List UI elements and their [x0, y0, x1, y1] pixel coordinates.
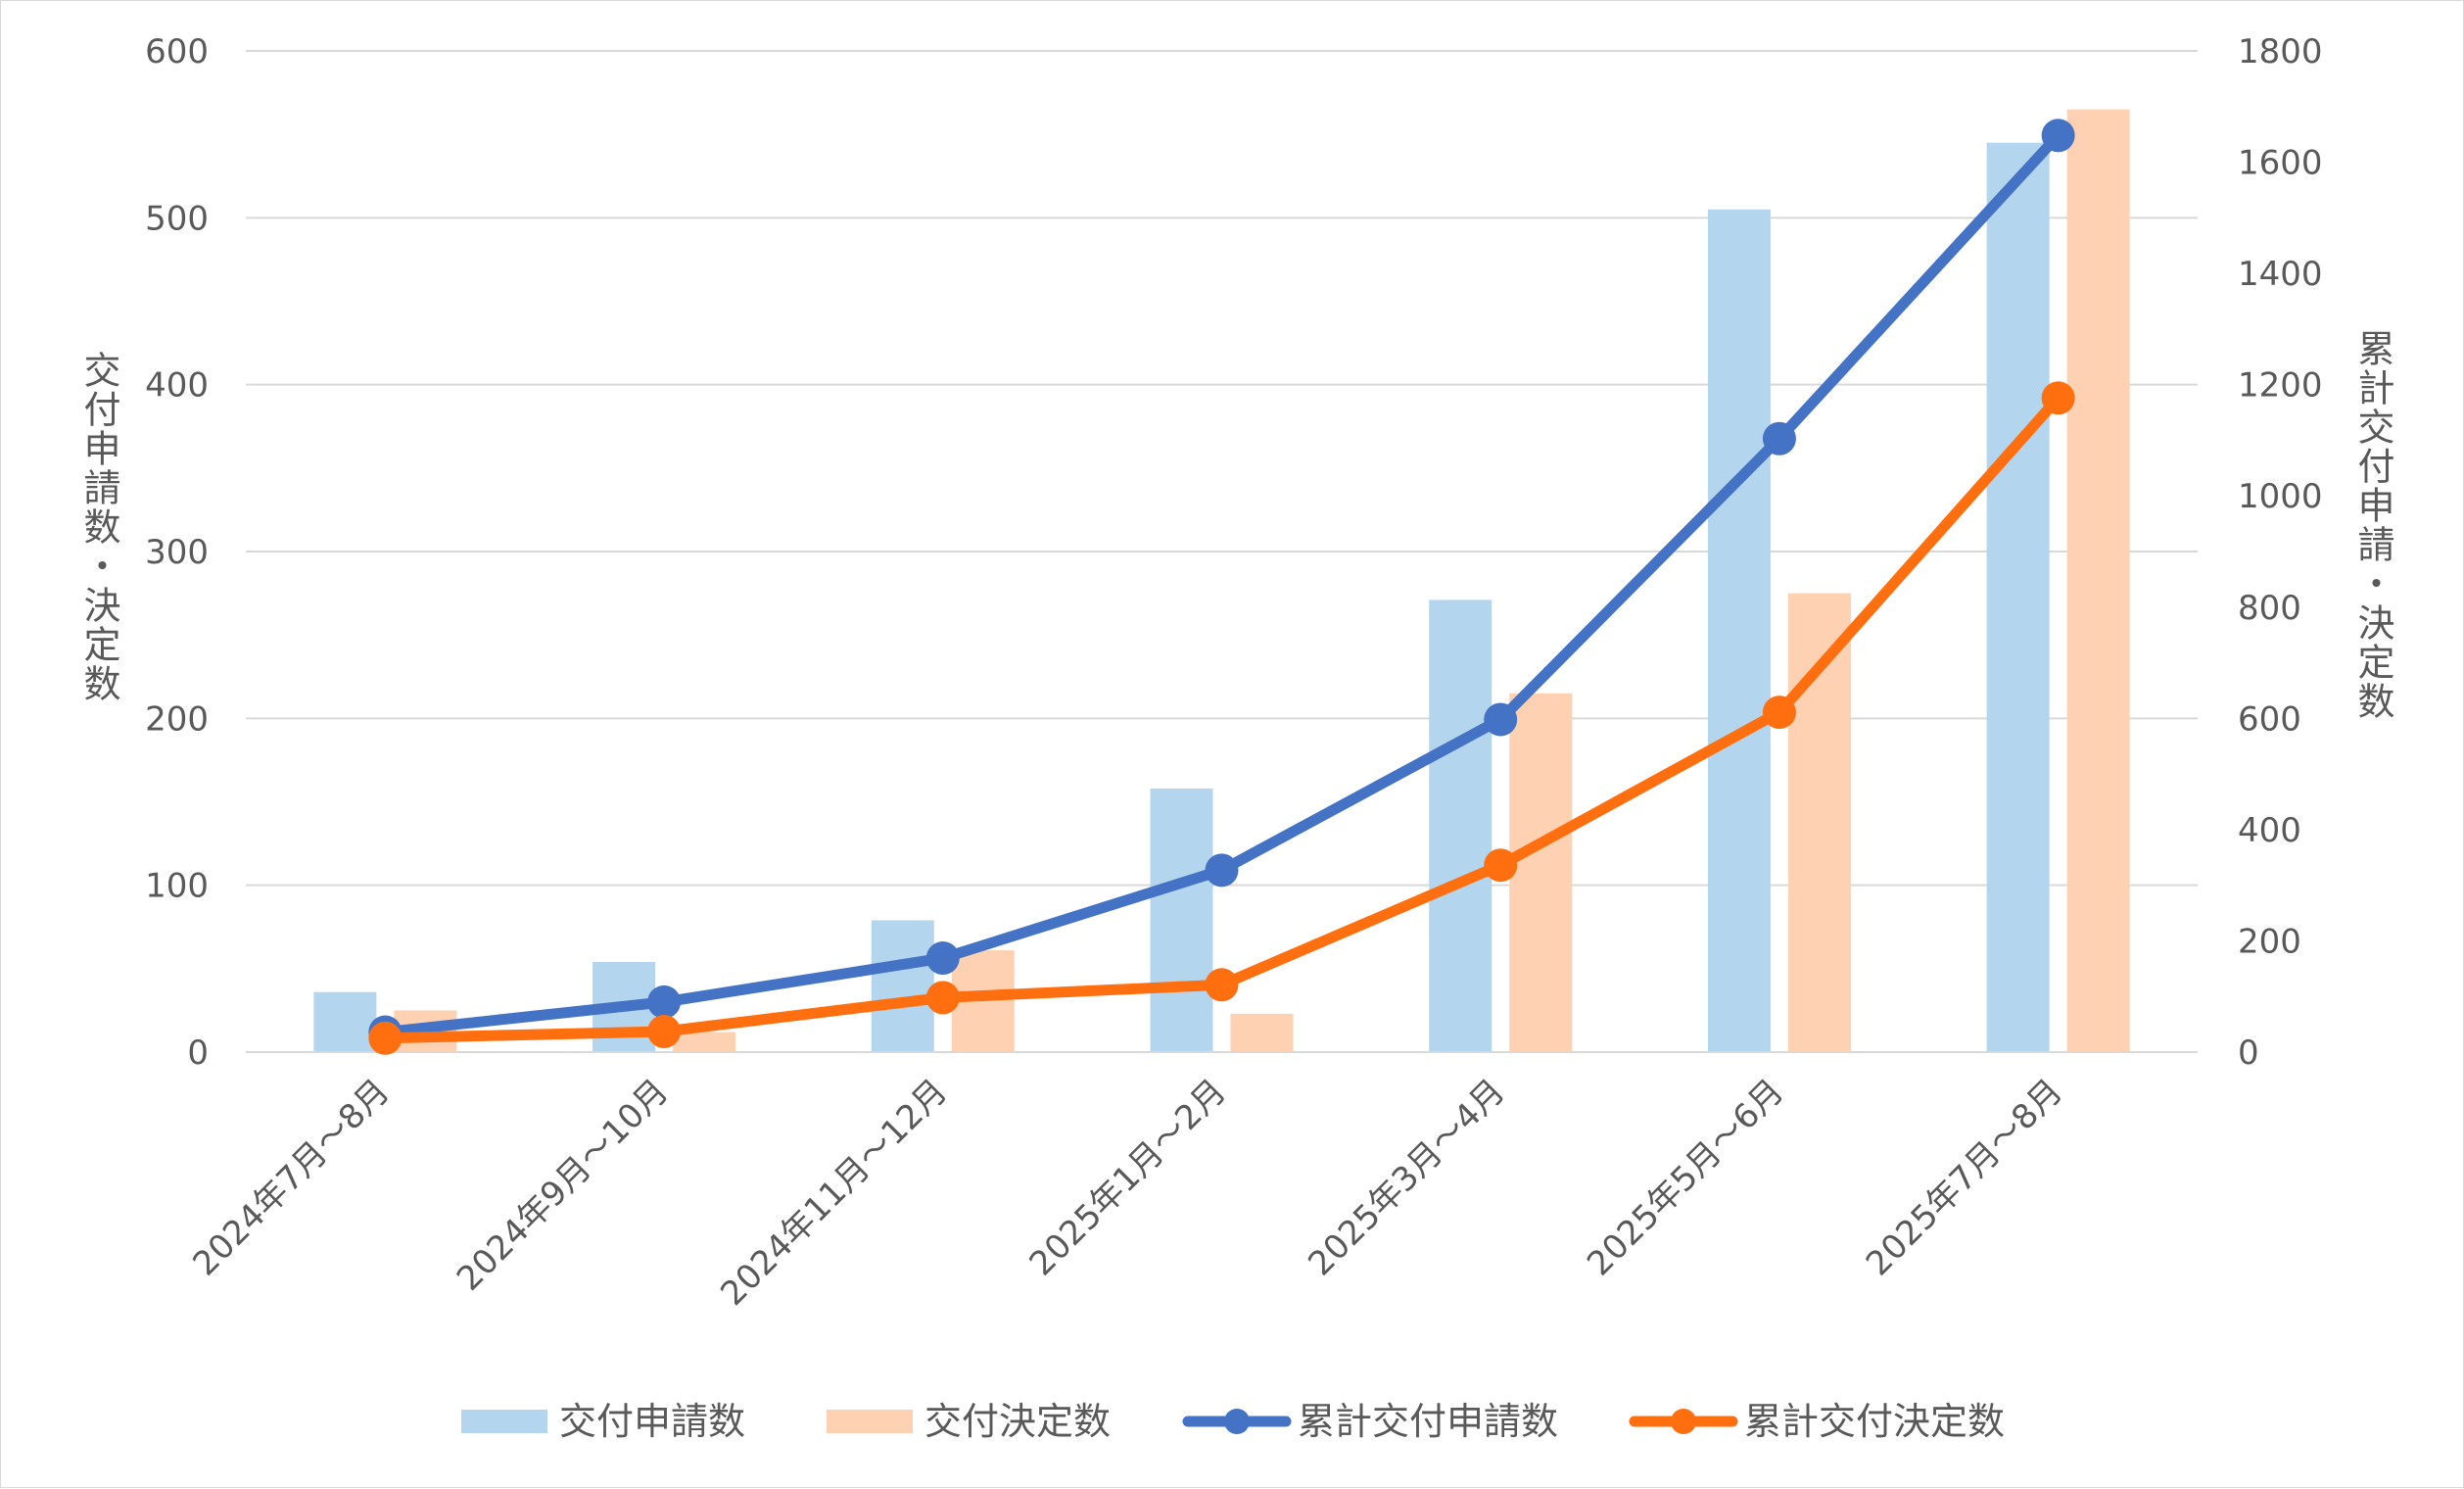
y-right-tick-label: 800 — [2238, 589, 2301, 628]
point-cumulative-decision — [1484, 848, 1518, 883]
y-left-tick-label: 100 — [145, 867, 209, 906]
y-right-tick-label: 1000 — [2238, 477, 2323, 516]
legend-label: 交付申請数 — [559, 1400, 745, 1443]
point-cumulative-decision — [925, 981, 960, 1015]
bar-application — [1707, 209, 1771, 1053]
point-cumulative-decision — [647, 1014, 682, 1048]
x-tick-label: 2025年5月～6月 — [1580, 1072, 1791, 1283]
bar-decision — [673, 1032, 736, 1052]
x-tick-label: 2025年3月～4月 — [1301, 1072, 1512, 1283]
bar-application — [1150, 788, 1213, 1052]
x-tick-label: 2025年1月～2月 — [1022, 1072, 1234, 1283]
x-tick-label: 2025年7月～8月 — [1859, 1072, 2070, 1283]
legend-label: 累計交付決定数 — [1744, 1400, 2005, 1443]
y-left-tick-label: 200 — [145, 699, 209, 739]
y-right-tick-label: 1200 — [2238, 366, 2323, 406]
point-cumulative-application — [1484, 702, 1518, 737]
y-left-tick-label: 300 — [145, 533, 209, 572]
y-right-tick-label: 400 — [2238, 811, 2301, 850]
bar-series — [313, 109, 2130, 1053]
bar-decision — [2066, 109, 2130, 1052]
x-tick-label: 2024年9月～10月 — [450, 1072, 677, 1299]
y-left-tick-label: 600 — [145, 32, 209, 72]
x-tick-label: 2024年7月～8月 — [185, 1072, 397, 1283]
y-axis-left-title: 交付申請数・決定数 — [77, 351, 120, 703]
y-right-tick-label: 0 — [2238, 1033, 2259, 1073]
gridlines — [246, 50, 2198, 887]
legend-label: 累計交付申請数 — [1298, 1400, 1558, 1443]
y-left-tick-label: 0 — [187, 1033, 209, 1073]
legend-marker — [1671, 1409, 1696, 1434]
y-right-tick-label: 600 — [2238, 699, 2301, 739]
y-right-tick-label: 1800 — [2238, 32, 2323, 72]
y-right-tick-label: 200 — [2238, 922, 2301, 961]
point-cumulative-decision — [1205, 968, 1239, 1002]
legend-marker — [1224, 1409, 1250, 1434]
y-left-tick-label: 500 — [145, 199, 209, 238]
bar-application — [871, 920, 934, 1052]
point-cumulative-application — [1205, 853, 1239, 888]
point-cumulative-application — [2041, 119, 2075, 153]
legend-label: 交付決定数 — [924, 1400, 1111, 1443]
y-axis-right-title: 累計交付申請・決定数 — [2351, 329, 2394, 721]
bar-decision — [1509, 693, 1573, 1052]
bar-application — [1429, 600, 1493, 1052]
point-cumulative-decision — [1762, 696, 1796, 730]
legend-swatch — [461, 1410, 547, 1433]
bar-application — [1986, 142, 2050, 1052]
bar-application — [313, 991, 377, 1052]
point-cumulative-application — [1762, 421, 1796, 456]
legend-swatch — [827, 1410, 913, 1433]
y-left-tick-label: 400 — [145, 366, 209, 406]
line-series — [368, 119, 2075, 1055]
y-right-tick-label: 1400 — [2238, 255, 2323, 294]
x-tick-label: 2024年11月～12月 — [713, 1072, 955, 1314]
legend: 交付申請数 交付決定数 累計交付申請数 累計交付決定数 — [461, 1400, 2005, 1443]
point-cumulative-application — [647, 985, 682, 1019]
y-right-tick-label: 1600 — [2238, 144, 2323, 183]
point-cumulative-decision — [368, 1021, 403, 1055]
point-cumulative-decision — [2041, 381, 2075, 415]
bar-decision — [1230, 1013, 1294, 1052]
point-cumulative-application — [925, 941, 960, 976]
